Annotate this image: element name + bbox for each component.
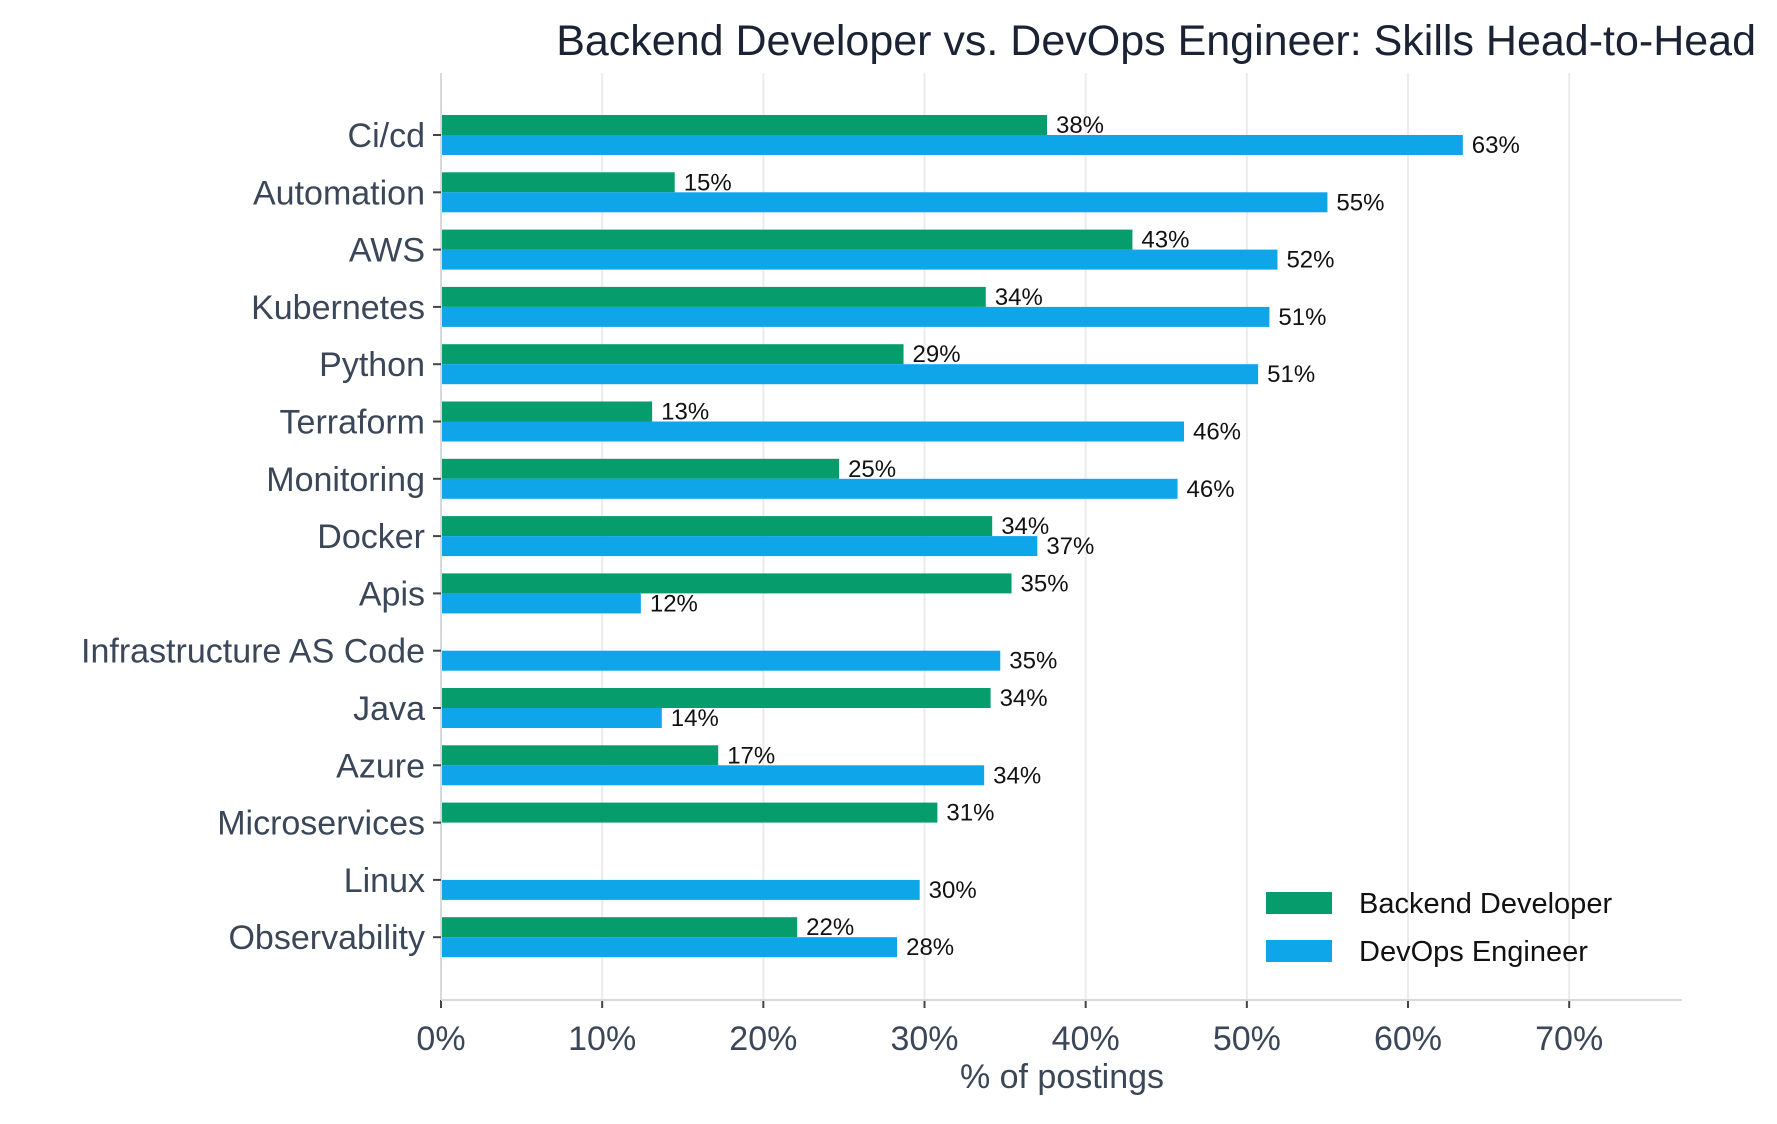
data-label: 15%: [684, 169, 732, 196]
bar-backend-developer: [441, 401, 653, 422]
data-label: 52%: [1286, 247, 1334, 274]
axes: 0% 10% 20% 30% 40% 50% 60% 70% Ci/cd Automation AW…: [81, 73, 1682, 1058]
bar-backend-developer: [441, 344, 904, 365]
data-label: 31%: [946, 800, 994, 827]
bar-backend-developer: [441, 286, 986, 307]
bars: [441, 115, 1463, 958]
data-label: 35%: [1009, 648, 1057, 675]
data-label: 51%: [1278, 304, 1326, 331]
legend-label: Backend Developer: [1359, 888, 1612, 920]
category-label: Microservices: [217, 805, 425, 843]
category-label: AWS: [349, 232, 425, 270]
data-label: 14%: [671, 705, 719, 732]
bar-backend-developer: [441, 229, 1133, 250]
bar-devops-engineer: [441, 478, 1178, 499]
data-label: 13%: [661, 399, 709, 426]
data-label: 12%: [650, 590, 698, 617]
bar-devops-engineer: [441, 536, 1038, 557]
data-label: 55%: [1336, 189, 1384, 216]
legend-swatch: [1266, 892, 1332, 914]
bar-backend-developer: [441, 573, 1012, 594]
bar-devops-engineer: [441, 593, 641, 614]
data-label: 17%: [727, 742, 775, 769]
category-label: Infrastructure AS Code: [81, 633, 425, 671]
bar-backend-developer: [441, 745, 719, 766]
category-label: Terraform: [280, 404, 425, 442]
data-label: 46%: [1187, 476, 1235, 503]
bar-devops-engineer: [441, 192, 1328, 213]
x-tick-label: 0%: [416, 1020, 465, 1058]
category-label: Docker: [317, 518, 425, 556]
data-label: 34%: [1001, 513, 1049, 540]
category-label: Java: [353, 690, 425, 728]
bar-devops-engineer: [441, 364, 1259, 385]
data-label: 34%: [1000, 685, 1048, 712]
data-label: 43%: [1141, 227, 1189, 254]
bar-backend-developer: [441, 917, 798, 938]
chart-title: Backend Developer vs. DevOps Engineer: S…: [556, 17, 1756, 65]
bar-devops-engineer: [441, 879, 920, 900]
data-label: 34%: [995, 284, 1043, 311]
category-label: Observability: [228, 919, 425, 957]
bar-backend-developer: [441, 458, 840, 479]
bar-devops-engineer: [441, 708, 662, 728]
data-label: 35%: [1021, 570, 1069, 597]
category-label: Ci/cd: [348, 117, 425, 155]
x-tick-label: 70%: [1535, 1020, 1603, 1058]
x-tick-label: 10%: [568, 1020, 636, 1058]
x-tick-label: 40%: [1052, 1020, 1120, 1058]
legend-label: DevOps Engineer: [1359, 936, 1588, 968]
bar-backend-developer: [441, 115, 1047, 135]
bar-devops-engineer: [441, 421, 1184, 442]
data-label: 28%: [906, 934, 954, 961]
category-label: Azure: [336, 747, 425, 785]
category-label: Monitoring: [266, 461, 425, 499]
bar-backend-developer: [441, 688, 991, 708]
data-label: 63%: [1472, 132, 1520, 159]
bar-devops-engineer: [441, 249, 1278, 270]
bar-devops-engineer: [441, 306, 1270, 327]
category-label: Python: [319, 346, 425, 384]
data-label: 30%: [929, 877, 977, 904]
data-label: 37%: [1046, 533, 1094, 560]
category-label: Kubernetes: [251, 289, 425, 327]
bar-backend-developer: [441, 802, 938, 823]
x-tick-label: 50%: [1213, 1020, 1281, 1058]
legend-swatch: [1266, 940, 1332, 962]
data-label: 46%: [1193, 419, 1241, 446]
bar-devops-engineer: [441, 765, 985, 786]
bar-backend-developer: [441, 516, 993, 537]
x-tick-label: 30%: [890, 1020, 958, 1058]
category-label: Apis: [359, 575, 425, 613]
data-label: 29%: [913, 341, 961, 368]
bar-devops-engineer: [441, 135, 1463, 155]
x-tick-label: 20%: [729, 1020, 797, 1058]
data-label: 38%: [1056, 112, 1104, 139]
bar-devops-engineer: [441, 937, 898, 958]
bar-devops-engineer: [441, 650, 1001, 671]
category-label: Automation: [253, 174, 425, 212]
data-label: 51%: [1267, 361, 1315, 388]
data-label: 22%: [806, 914, 854, 941]
data-label: 25%: [848, 456, 896, 483]
legend: Backend Developer DevOps Engineer: [1266, 888, 1612, 968]
data-label: 34%: [993, 762, 1041, 789]
x-tick-label: 60%: [1374, 1020, 1442, 1058]
value-labels: 38% 63% 15% 55% 43% 52% 34% 51% 29% 51% 13% 46% 25% 4…: [650, 112, 1520, 961]
bar-backend-developer: [441, 172, 675, 193]
x-axis-title: % of postings: [960, 1058, 1164, 1096]
category-label: Linux: [344, 862, 425, 900]
